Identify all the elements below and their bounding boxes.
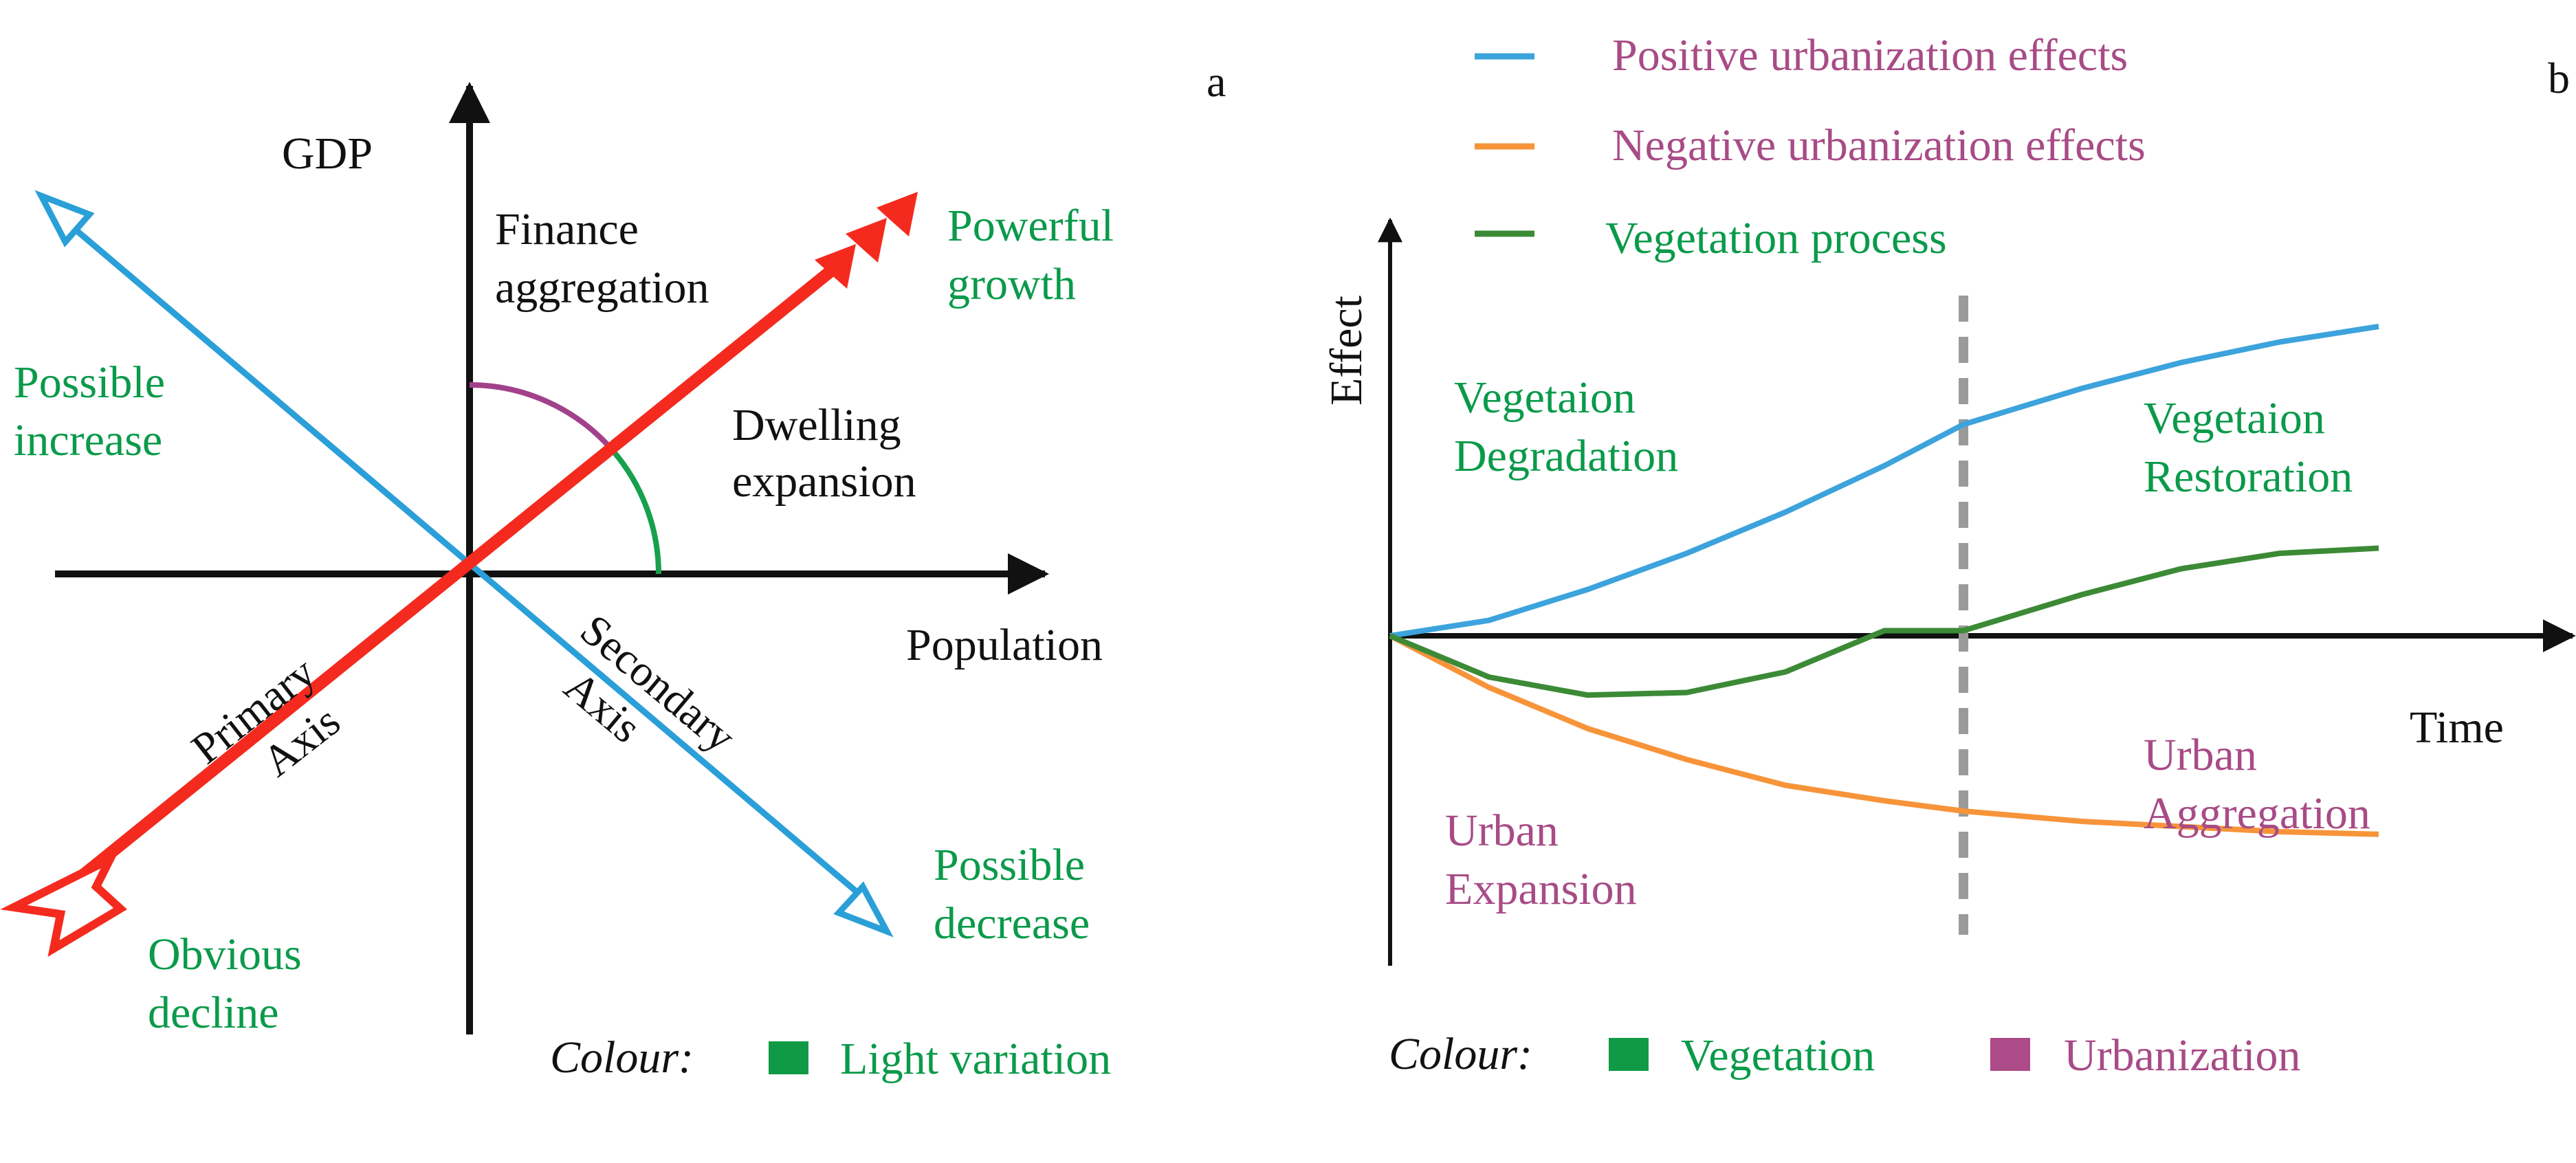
- dwelling-label-line2: expansion: [732, 456, 916, 507]
- possible-increase-line1: Possible: [14, 357, 165, 408]
- possible-decrease-line2: decrease: [934, 898, 1090, 949]
- urban-aggregation-line2: Aggregation: [2144, 788, 2370, 839]
- finance-label-line1: Finance: [495, 204, 639, 254]
- panel-b-vegetation-key-label: Vegetation: [1681, 1030, 1875, 1081]
- gdp-label: GDP: [282, 129, 373, 179]
- dwelling-label-line1: Dwelling: [732, 400, 901, 450]
- panel-b-colour-prefix: Colour:: [1389, 1029, 1532, 1079]
- finance-label-line2: aggregation: [495, 263, 709, 313]
- panel-b: b Positive urbanization effects Negative…: [1321, 30, 2576, 1081]
- urban-expansion-line1: Urban: [1445, 806, 1559, 856]
- panel-b-urbanization-key-label: Urbanization: [2064, 1030, 2301, 1081]
- vegetation-degradation-line2: Degradation: [1454, 431, 1678, 481]
- population-label: Population: [906, 620, 1103, 670]
- legend-negative-label: Negative urbanization effects: [1612, 120, 2146, 170]
- legend-positive-label: Positive urbanization effects: [1612, 30, 2128, 80]
- possible-decrease-line1: Possible: [934, 840, 1085, 890]
- panel-a: a GDP Population Finance aggregation Dwe…: [0, 57, 1226, 1084]
- panel-a-label: a: [1207, 57, 1226, 106]
- urban-expansion-line2: Expansion: [1445, 864, 1637, 914]
- negative-effects-line: [1389, 633, 2379, 837]
- panel-a-colour-prefix: Colour:: [550, 1032, 694, 1083]
- obvious-decline-line1: Obvious: [148, 929, 302, 979]
- panel-b-urbanization-swatch: [1990, 1038, 2030, 1071]
- powerful-label-line1: Powerful: [947, 201, 1114, 251]
- finance-arc: [469, 382, 615, 452]
- panel-b-legend: Positive urbanization effects Negative u…: [1475, 30, 2146, 263]
- urban-aggregation-line1: Urban: [2144, 730, 2257, 780]
- possible-decrease-arrowhead: [833, 881, 894, 938]
- vegetation-degradation-line1: Vegetaion: [1454, 373, 1636, 423]
- obvious-decline-line2: decline: [148, 988, 279, 1038]
- panel-b-label: b: [2548, 54, 2570, 102]
- legend-vegetation-label: Vegetation process: [1605, 213, 1947, 263]
- vegetation-restoration-line1: Vegetaion: [2144, 393, 2325, 443]
- vegetation-restoration-line2: Restoration: [2144, 452, 2353, 502]
- effect-label: Effect: [1321, 296, 1372, 406]
- primary-axis-line: [65, 259, 843, 892]
- possible-increase-line2: increase: [14, 415, 162, 465]
- panel-b-vegetation-swatch: [1609, 1038, 1649, 1071]
- panel-a-colour-label: Light variation: [840, 1034, 1111, 1084]
- powerful-growth-arrowheads: [815, 192, 918, 289]
- possible-increase-arrowhead: [34, 190, 95, 247]
- positive-effects-line: [1389, 324, 2379, 639]
- powerful-label-line2: growth: [947, 259, 1076, 309]
- obvious-decline-arrowhead: [0, 850, 127, 957]
- dwelling-arc: [609, 447, 661, 575]
- time-label: Time: [2410, 702, 2504, 753]
- panel-a-colour-swatch: [769, 1041, 808, 1074]
- vegetation-process-line: [1389, 545, 2379, 698]
